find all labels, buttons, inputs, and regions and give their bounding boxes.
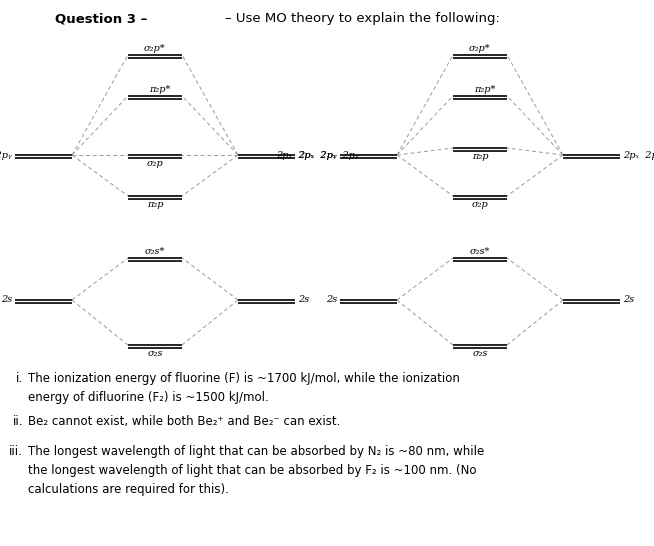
Text: 2s: 2s [298,295,309,305]
Text: 2pₓ  2pₓ  2pᵧ: 2pₓ 2pₓ 2pᵧ [298,151,358,159]
Text: The longest wavelength of light that can be absorbed by N₂ is ~80 nm, while
the : The longest wavelength of light that can… [28,445,484,496]
Text: iii.: iii. [9,445,23,458]
Text: π₂p*: π₂p* [149,85,171,94]
Text: π₂p: π₂p [472,152,489,161]
Text: σ₂p*: σ₂p* [469,44,490,53]
Text: σ₂p*: σ₂p* [144,44,166,53]
Text: ii.: ii. [12,415,23,428]
Text: 2s: 2s [1,295,12,305]
Text: 2pₓ  2pₓ  2pᵧ: 2pₓ 2pₓ 2pᵧ [0,151,12,159]
Text: σ₂p: σ₂p [146,159,164,168]
Text: σ₂p: σ₂p [472,200,489,209]
Text: 2s: 2s [623,295,634,305]
Text: Be₂ cannot exist, while both Be₂⁺ and Be₂⁻ can exist.: Be₂ cannot exist, while both Be₂⁺ and Be… [28,415,340,428]
Text: σ₂s*: σ₂s* [470,247,490,256]
Text: 2s: 2s [326,295,337,305]
Text: 2pₓ  2pₓ  2pᵧ: 2pₓ 2pₓ 2pᵧ [277,151,337,159]
Text: The ionization energy of fluorine (F) is ~1700 kJ/mol, while the ionization
ener: The ionization energy of fluorine (F) is… [28,372,460,404]
Text: i.: i. [16,372,23,385]
Text: Question 3 –: Question 3 – [55,12,147,25]
Text: π₂p: π₂p [146,200,164,209]
Text: σ₂s*: σ₂s* [145,247,165,256]
Text: σ₂s: σ₂s [472,349,488,358]
Text: – Use MO theory to explain the following:: – Use MO theory to explain the following… [225,12,500,25]
Text: 2pₓ  2pₓ  2pᵧ: 2pₓ 2pₓ 2pᵧ [623,151,654,159]
Text: π₂p*: π₂p* [474,85,496,94]
Text: σ₂s: σ₂s [147,349,163,358]
